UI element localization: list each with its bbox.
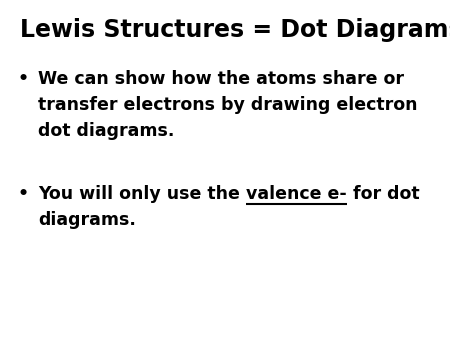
Text: •: • (18, 185, 29, 203)
Text: You will only use the: You will only use the (38, 185, 246, 203)
Text: We can show how the atoms share or: We can show how the atoms share or (38, 70, 404, 88)
Text: Lewis Structures = Dot Diagrams: Lewis Structures = Dot Diagrams (20, 18, 450, 42)
Text: •: • (18, 70, 29, 88)
Text: for dot: for dot (346, 185, 419, 203)
Text: dot diagrams.: dot diagrams. (38, 122, 175, 140)
Text: transfer electrons by drawing electron: transfer electrons by drawing electron (38, 96, 418, 114)
Text: valence e-: valence e- (246, 185, 346, 203)
Text: diagrams.: diagrams. (38, 211, 136, 229)
